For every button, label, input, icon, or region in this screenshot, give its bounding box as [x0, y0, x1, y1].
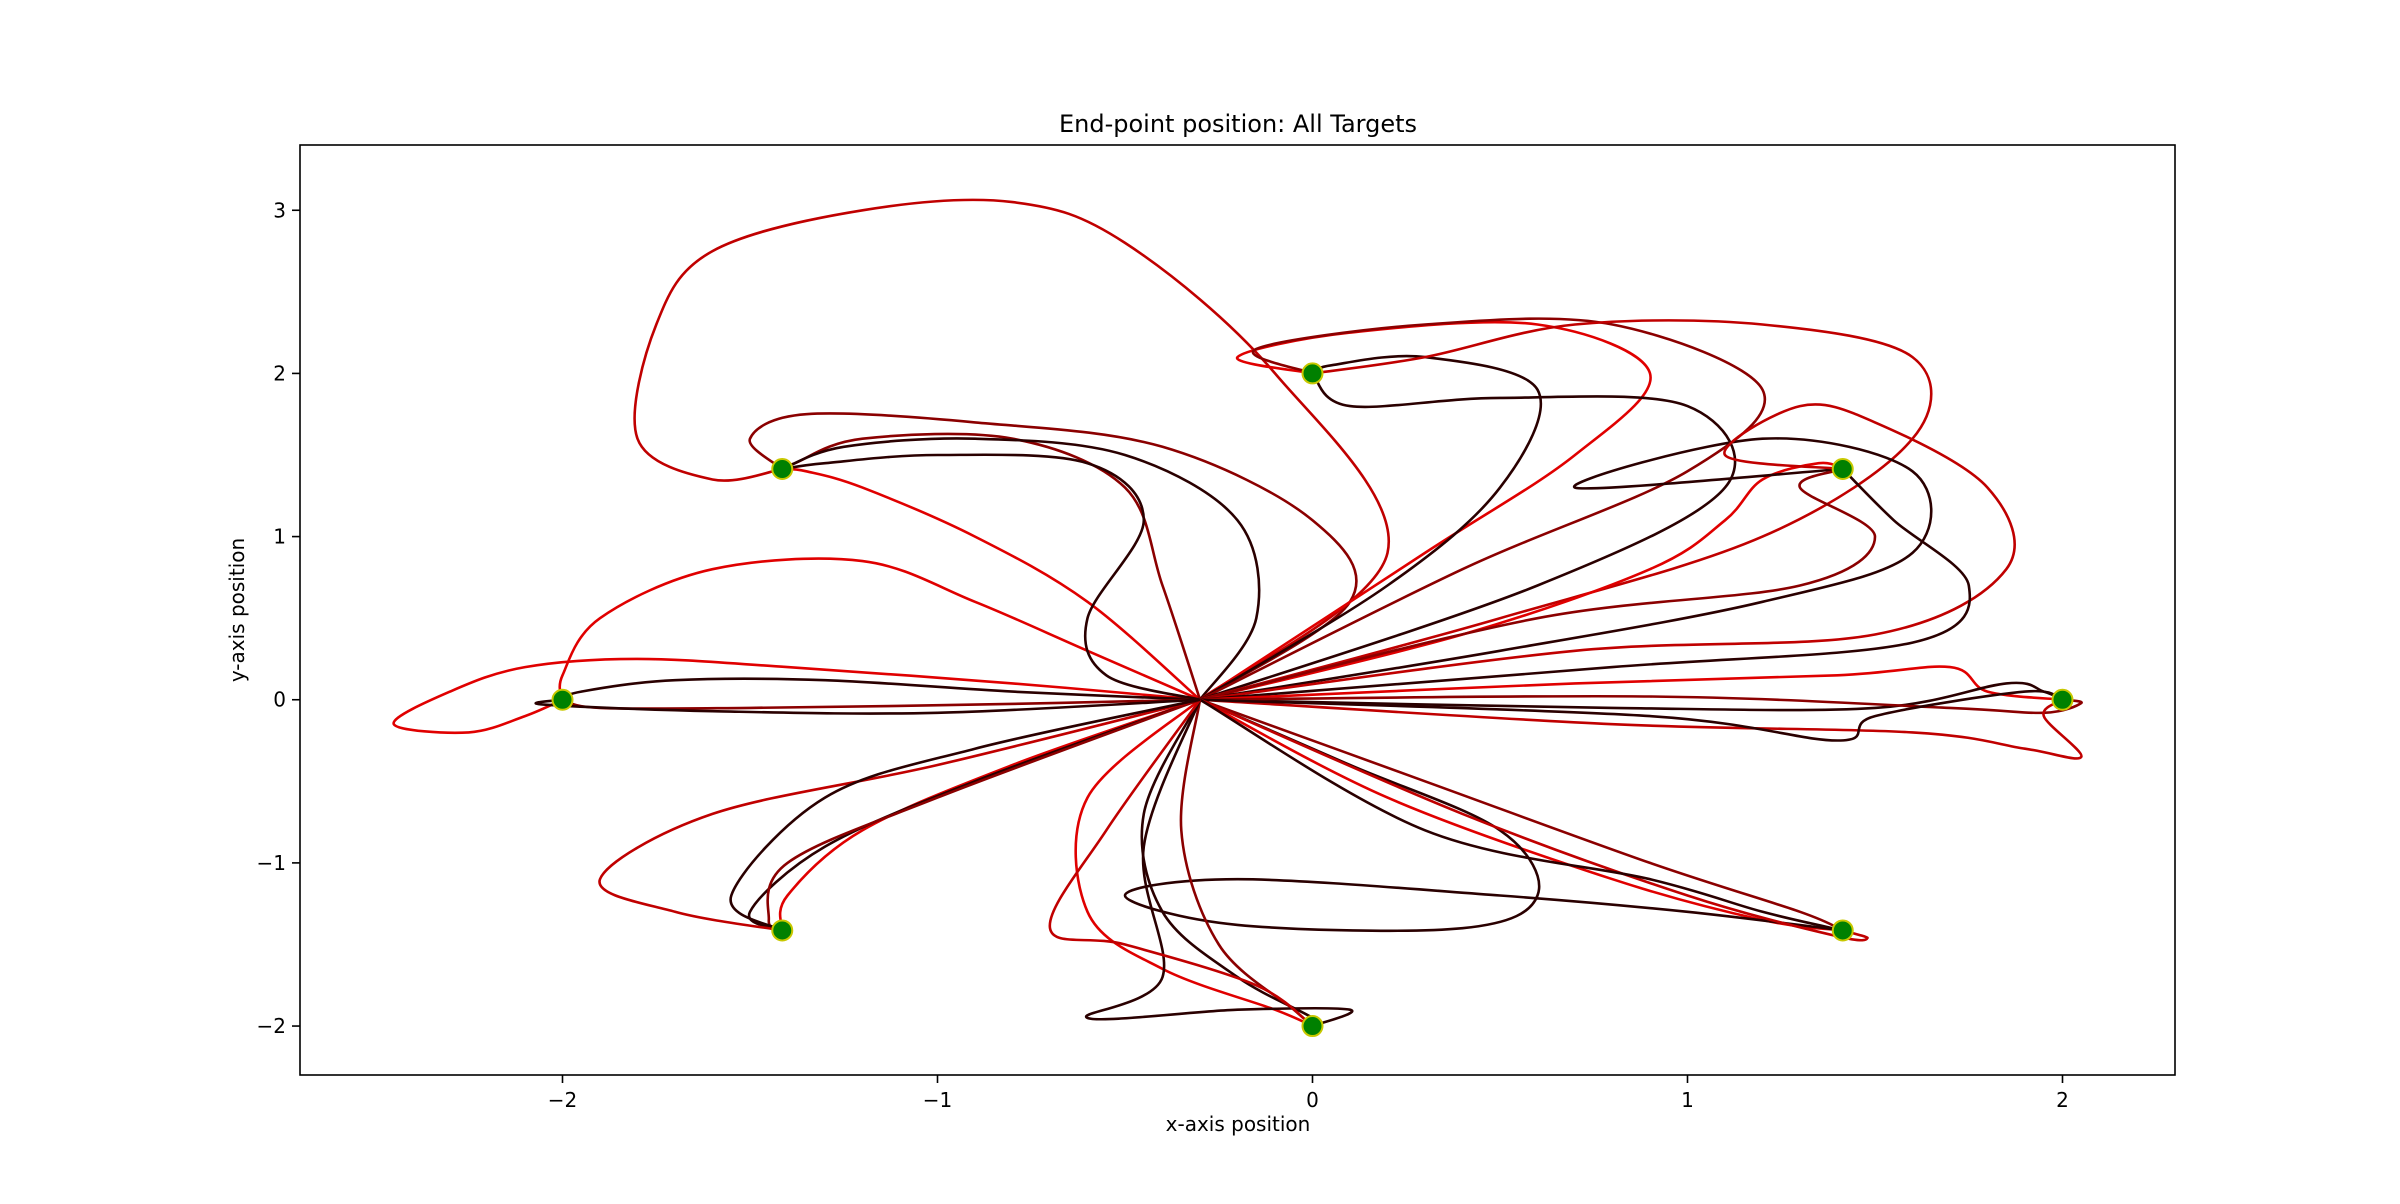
x-tick-label: 2 [2056, 1088, 2069, 1112]
trajectory-line-23 [1199, 694, 2083, 715]
target-point-4 [1301, 1015, 1324, 1038]
trajectory-line-15 [1199, 319, 1933, 701]
target-point-3 [1831, 919, 1854, 942]
x-tick-label: 0 [1306, 1088, 1319, 1112]
trajectory-line-9 [782, 453, 1201, 701]
trajectory-line-4 [534, 698, 1201, 715]
trajectory-line-19 [1199, 403, 2016, 701]
chart-title: End-point position: All Targets [1059, 110, 1417, 138]
trajectory-line-17 [1199, 437, 1933, 701]
trajectory-line-25 [1199, 689, 2063, 742]
x-tick-label: −2 [548, 1088, 577, 1112]
plot-frame [299, 144, 2176, 1076]
target-point-0 [1301, 362, 1324, 385]
trajectory-line-10 [633, 198, 1391, 701]
trajectory-line-21 [1199, 665, 2063, 701]
y-tick-label: 0 [273, 688, 286, 712]
trajectory-line-27 [1123, 698, 1843, 933]
trajectory-line-40 [729, 698, 1201, 932]
trajectory-line-16 [1199, 461, 1844, 701]
y-tick-label: −2 [257, 1014, 286, 1038]
plot-area [392, 198, 2083, 1038]
target-point-6 [551, 688, 574, 711]
trajectory-line-14 [1199, 372, 1737, 701]
trajectory-line-39 [598, 698, 1201, 932]
trajectory-line-1 [392, 657, 1201, 734]
trajectory-line-12 [1199, 354, 1543, 701]
y-tick-label: 2 [273, 361, 286, 385]
x-tick-label: −1 [923, 1088, 952, 1112]
target-point-1 [1831, 458, 1854, 481]
target-point-2 [2051, 688, 2074, 711]
trajectory-line-20 [1199, 468, 1972, 701]
trajectory-line-35 [1048, 698, 1314, 1028]
trajectory-line-33 [1179, 699, 1314, 1028]
axis-ticks: −2 −1 0 1 2 −2 −1 0 1 2 3 [257, 198, 2069, 1112]
target-point-7 [771, 458, 794, 481]
trajectory-line-28 [1199, 698, 1844, 932]
trajectory-line-36 [778, 698, 1201, 931]
trajectory-line-30 [1199, 698, 1844, 932]
y-tick-label: 3 [273, 198, 286, 222]
y-axis-label: y-axis position [225, 538, 249, 682]
target-point-5 [771, 919, 794, 942]
trajectory-line-18 [1199, 467, 1877, 701]
trajectory-line-6 [781, 432, 1202, 701]
trajectory-line-0 [558, 557, 1201, 701]
y-tick-label: 1 [273, 525, 286, 549]
y-tick-label: −1 [257, 851, 286, 875]
trajectory-line-38 [766, 698, 1201, 932]
trajectory-line-7 [781, 437, 1261, 701]
trajectory-line-5 [782, 467, 1201, 701]
trajectory-line-22 [1199, 681, 2064, 712]
trajectory-line-2 [561, 677, 1201, 701]
trajectory-line-34 [1084, 699, 1354, 1028]
trajectory-line-13 [1199, 317, 1767, 701]
x-tick-label: 1 [1681, 1088, 1694, 1112]
x-axis-label: x-axis position [1166, 1112, 1311, 1136]
trajectory-line-24 [1199, 698, 2083, 760]
trajectory-line-37 [747, 698, 1201, 932]
trajectory-line-29 [1199, 698, 1869, 942]
